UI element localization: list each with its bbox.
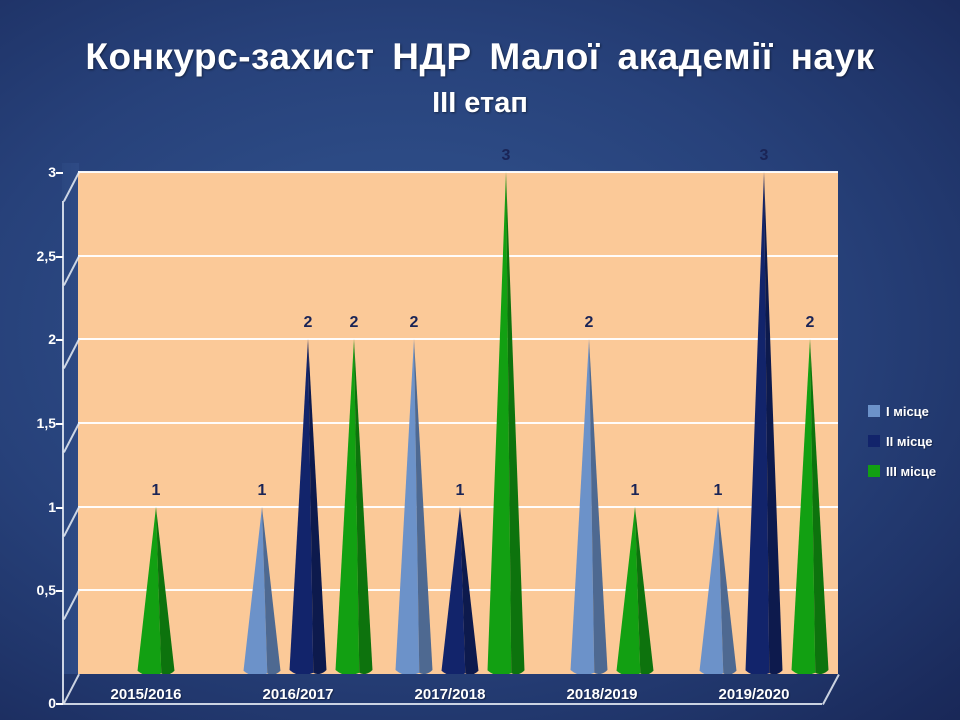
cone-bar[interactable] bbox=[696, 506, 740, 674]
data-label: 2 bbox=[409, 314, 419, 332]
y-axis-tick-mark bbox=[56, 423, 63, 425]
chart-edge-line bbox=[822, 674, 840, 705]
legend-label: І місце bbox=[886, 403, 929, 419]
y-axis-tick-mark bbox=[56, 703, 63, 705]
chart-axis-line-vertical bbox=[62, 201, 64, 703]
x-axis-tick-label: 2017/2018 bbox=[414, 686, 486, 703]
y-axis-tick-label: 1 bbox=[48, 498, 56, 515]
data-label: 3 bbox=[501, 147, 511, 164]
data-label: 1 bbox=[630, 481, 640, 499]
y-axis-tick-mark bbox=[56, 172, 63, 174]
cone-bar[interactable] bbox=[240, 506, 284, 674]
y-axis-tick-label: 1,5 bbox=[36, 415, 56, 431]
cone-bar[interactable] bbox=[134, 506, 178, 674]
gridline bbox=[78, 505, 838, 508]
legend-swatch-icon bbox=[868, 465, 880, 477]
cone-bar[interactable] bbox=[286, 339, 330, 674]
data-label: 2 bbox=[303, 314, 313, 332]
data-label: 3 bbox=[759, 147, 769, 164]
cone-bar[interactable] bbox=[392, 339, 436, 674]
y-axis-tick-label: 2,5 bbox=[36, 247, 56, 264]
y-axis: 0 0,5 1 1,5 2 2,5 3 bbox=[0, 0, 63, 720]
y-axis-tick-label: 0,5 bbox=[36, 582, 56, 599]
gridline bbox=[78, 338, 838, 341]
legend-swatch-icon bbox=[868, 435, 880, 447]
legend-swatch-icon bbox=[868, 405, 880, 417]
y-axis-tick-mark bbox=[56, 339, 63, 342]
data-label: 1 bbox=[151, 481, 161, 499]
gridline bbox=[78, 254, 838, 257]
y-axis-tick-label: 0 bbox=[48, 695, 56, 711]
chart-left-wall bbox=[62, 163, 79, 674]
data-label: 2 bbox=[805, 314, 815, 332]
cone-bar[interactable] bbox=[567, 339, 611, 674]
legend-label: ІІ місце bbox=[886, 433, 933, 449]
x-axis-tick-label: 2019/2020 bbox=[718, 686, 790, 703]
x-axis-tick-label: 2018/2019 bbox=[566, 686, 638, 703]
chart-legend: І місце ІІ місце ІІІ місце bbox=[868, 396, 960, 486]
data-label: 2 bbox=[349, 314, 359, 332]
x-axis-tick-label: 2016/2017 bbox=[262, 686, 334, 703]
plot-area: 1 1 2 2 2 1 3 2 1 1 3 2 bbox=[78, 147, 838, 674]
legend-item[interactable]: І місце bbox=[868, 396, 960, 426]
data-label: 2 bbox=[584, 314, 594, 332]
chart-axis-line-horizontal bbox=[62, 703, 822, 705]
legend-label: ІІІ місце bbox=[886, 463, 937, 479]
y-axis-tick-mark bbox=[56, 506, 63, 509]
y-axis-tick-mark bbox=[56, 590, 63, 593]
gridline bbox=[78, 171, 838, 173]
cone-bar[interactable] bbox=[438, 506, 482, 674]
data-label: 1 bbox=[713, 481, 723, 499]
gridline bbox=[78, 422, 838, 424]
cone-bar[interactable] bbox=[742, 172, 786, 674]
cone-bar[interactable] bbox=[332, 339, 376, 674]
legend-item[interactable]: ІІІ місце bbox=[868, 456, 960, 486]
cone-bar[interactable] bbox=[788, 339, 832, 674]
data-label: 1 bbox=[257, 481, 267, 499]
legend-item[interactable]: ІІ місце bbox=[868, 426, 960, 456]
cone-bar[interactable] bbox=[613, 506, 657, 674]
y-axis-tick-label: 3 bbox=[48, 164, 56, 180]
chart-edge-line bbox=[63, 674, 80, 704]
data-label: 1 bbox=[455, 481, 465, 499]
cone-bar[interactable] bbox=[484, 172, 528, 674]
x-axis-tick-label: 2015/2016 bbox=[110, 686, 182, 703]
y-axis-tick-label: 2 bbox=[48, 331, 56, 348]
y-axis-tick-mark bbox=[56, 255, 63, 258]
